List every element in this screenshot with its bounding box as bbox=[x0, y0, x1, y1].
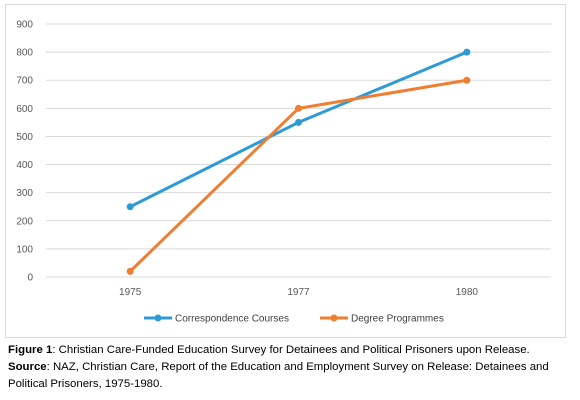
legend-label: Degree Programmes bbox=[351, 314, 444, 325]
y-tick-label: 400 bbox=[16, 160, 33, 171]
x-tick-label: 1980 bbox=[456, 287, 479, 298]
source-label: Source bbox=[8, 361, 47, 373]
data-point bbox=[463, 76, 471, 84]
series-line-1 bbox=[129, 50, 468, 209]
x-tick-label: 1977 bbox=[287, 287, 310, 298]
figure-caption: Figure 1: Christian Care-Funded Educatio… bbox=[8, 342, 576, 393]
data-point bbox=[126, 203, 134, 211]
y-tick-label: 500 bbox=[16, 132, 33, 143]
y-tick-label: 900 bbox=[16, 20, 33, 31]
data-point bbox=[463, 48, 471, 56]
y-tick-label: 200 bbox=[16, 216, 33, 227]
data-point bbox=[295, 118, 302, 126]
figure-text: : Christian Care-Funded Education Survey… bbox=[52, 344, 530, 356]
y-tick-label: 100 bbox=[16, 244, 33, 255]
chart-frame: 0 100 200 300 400 500 600 700 800 900 1975 1977 1980… bbox=[5, 4, 566, 338]
figure-label: Figure 1 bbox=[8, 344, 53, 356]
legend-marker bbox=[154, 314, 162, 322]
y-tick-label: 800 bbox=[16, 48, 33, 59]
data-point bbox=[295, 104, 302, 112]
data-point bbox=[126, 267, 134, 275]
legend-label: Correspondence Courses bbox=[175, 314, 289, 325]
source-text: : NAZ, Christian Care, Report of the Edu… bbox=[8, 361, 549, 390]
y-tick-label: 300 bbox=[16, 188, 33, 199]
y-tick-label: 700 bbox=[16, 76, 33, 87]
line-chart: 0 100 200 300 400 500 600 700 800 900 1975 1977 1980… bbox=[16, 20, 551, 325]
x-tick-label: 1975 bbox=[119, 287, 142, 298]
y-tick-label: 600 bbox=[16, 104, 33, 115]
legend-marker bbox=[330, 314, 338, 322]
y-tick-label: 0 bbox=[27, 273, 33, 284]
